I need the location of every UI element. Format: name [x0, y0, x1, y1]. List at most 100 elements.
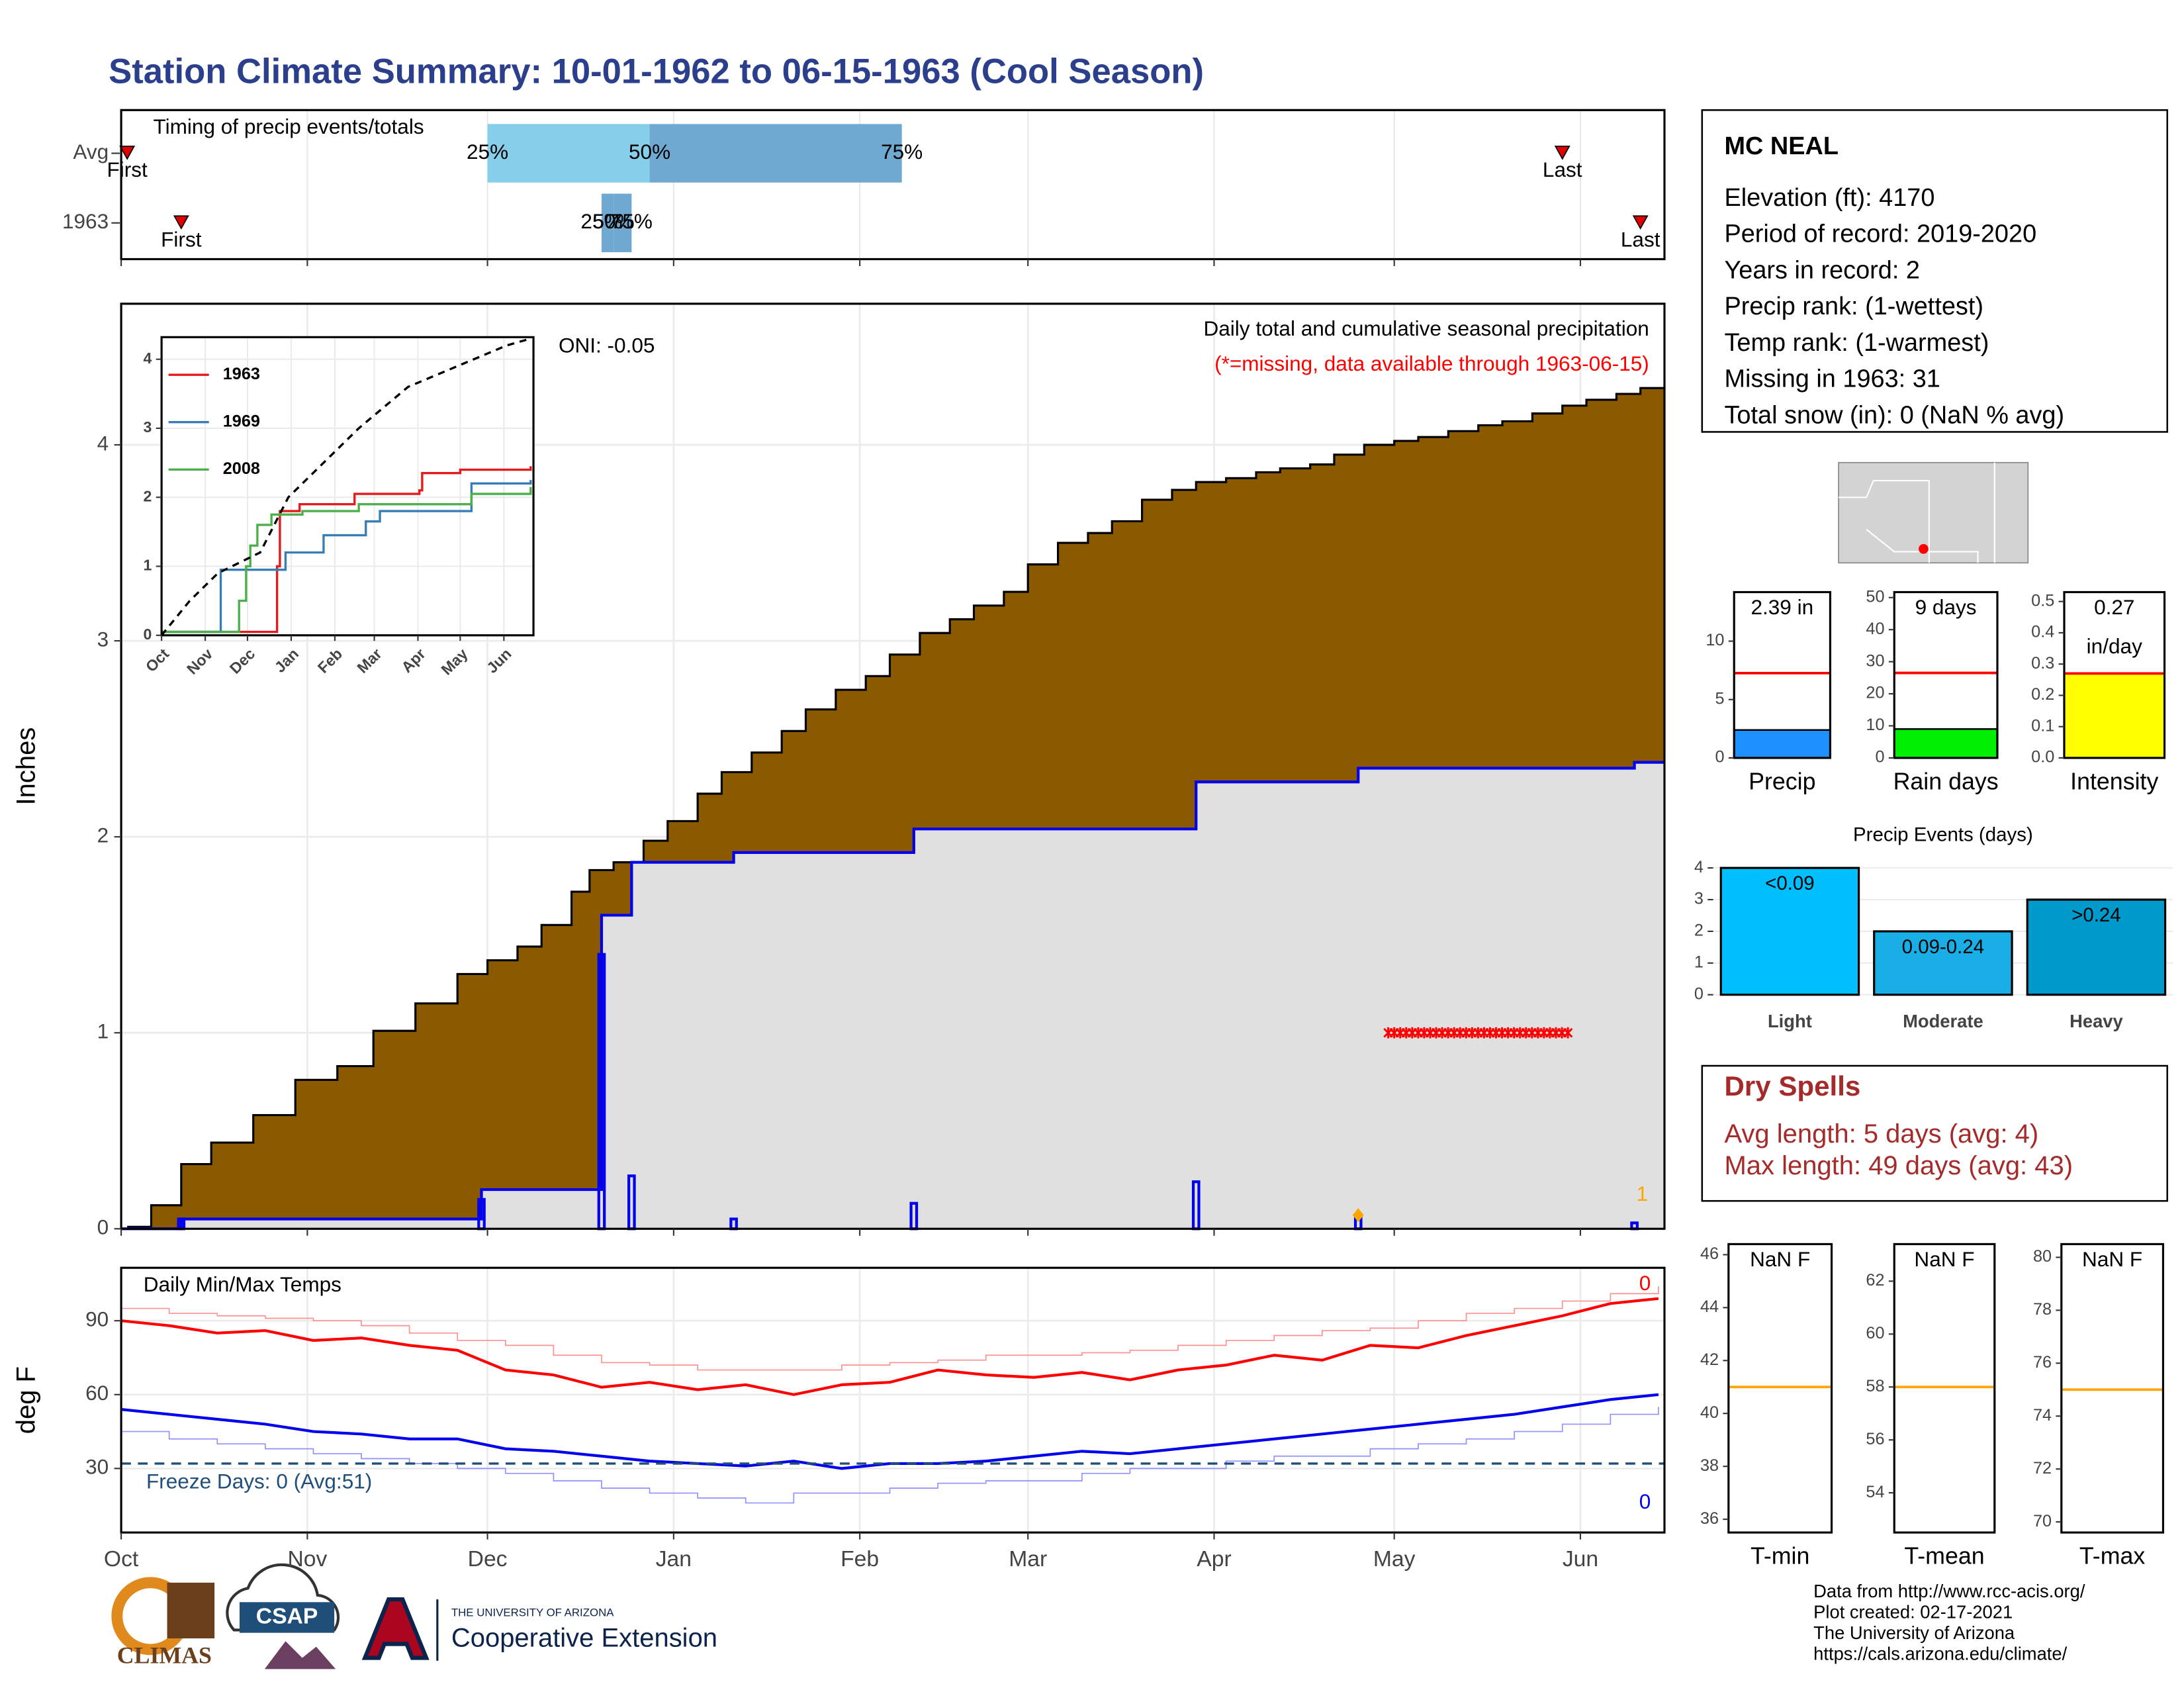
y-tick-label: 44: [1700, 1297, 1719, 1316]
y-axis-title: Inches: [12, 727, 41, 806]
station-line: Total snow (in): 0 (NaN % avg): [1724, 401, 2064, 429]
station-line: Temp rank: (1-warmest): [1724, 329, 1989, 357]
precip-subtitle: Daily total and cumulative seasonal prec…: [1203, 316, 1649, 340]
y-tick-label: 0: [1875, 748, 1884, 767]
max-count: 0: [1639, 1271, 1651, 1295]
logo-shape: [167, 1582, 215, 1639]
station-line: Elevation (ft): 4170: [1724, 184, 1934, 212]
gauge-bar: [1893, 728, 1999, 759]
y-tick-label: 2: [144, 487, 152, 504]
events-title: Precip Events (days): [1853, 824, 2033, 846]
y-tick-label: 0: [97, 1215, 109, 1239]
y-tick-label: 0: [1715, 748, 1724, 767]
gauge-background: [1894, 1244, 1995, 1533]
y-tick-label: 5: [1715, 689, 1724, 708]
station-line: Period of record: 2019-2020: [1724, 220, 2036, 248]
quartile-bar: [487, 124, 650, 183]
y-tick-label: 4: [97, 431, 109, 455]
bin-label: >0.24: [2071, 904, 2121, 926]
bin-label: <0.09: [1765, 872, 1815, 894]
temp-line: [120, 1297, 1659, 1396]
main-title: Station Climate Summary: 10-01-1962 to 0…: [109, 52, 1204, 91]
bar: [2026, 898, 2167, 996]
y-tick-label: 2: [97, 823, 109, 847]
bar: [1873, 930, 2013, 996]
logos: CLIMAS CSAP THE UNIVERSITY OF ARIZONA Co…: [111, 1563, 717, 1669]
y-tick-label: 3: [144, 418, 152, 436]
y-tick-label: 0.4: [2031, 623, 2054, 641]
gauge-frame: [2063, 590, 2166, 759]
y-tick-label: 30: [1866, 651, 1884, 670]
gauge-label: T-mean: [1904, 1542, 1984, 1569]
gauge-frame: [1893, 590, 1999, 759]
y-tick-label: 76: [2033, 1353, 2052, 1372]
y-tick-label: 80: [2033, 1247, 2052, 1266]
gauge-frame: [2060, 1243, 2165, 1534]
event-label: Last: [1543, 158, 1582, 181]
y-tick-label: 38: [1700, 1456, 1719, 1475]
x-tick-label: Jan: [656, 1547, 692, 1571]
plot-frame: [120, 303, 1666, 1230]
y-tick-label: 0.3: [2031, 654, 2054, 673]
season-line: [121, 761, 1664, 1231]
x-tick-label: May: [1373, 1547, 1416, 1571]
y-tick-label: 78: [2033, 1300, 2052, 1319]
temp-line: [120, 1393, 1659, 1470]
event-marker: [1554, 146, 1570, 160]
y-tick-label: 42: [1700, 1350, 1719, 1369]
y-axis-title: deg F: [12, 1366, 41, 1434]
event-label: First: [161, 227, 202, 251]
gauge-value-label: 2.39 in: [1751, 595, 1813, 619]
y-tick-label: 90: [85, 1307, 109, 1331]
gauge-frame: [1733, 590, 1832, 759]
y-tick-label: 60: [1866, 1324, 1884, 1342]
quartile-label: 75%: [881, 140, 923, 164]
gauge-value-label: 0.27: [2094, 595, 2134, 619]
y-tick-label: 72: [2033, 1459, 2052, 1477]
quartile-bar: [614, 193, 632, 252]
y-tick-label: 50: [1866, 587, 1884, 606]
y-tick-label: 70: [2033, 1512, 2052, 1530]
y-tick-label: 60: [85, 1381, 109, 1405]
event-marker: [119, 146, 136, 160]
season-area: [121, 762, 1664, 1229]
gauge-label: T-min: [1751, 1542, 1809, 1569]
average-temp-line: [121, 1407, 1659, 1504]
station-line: Missing in 1963: 31: [1724, 365, 1940, 393]
footer-line: The University of Arizona: [1813, 1622, 2015, 1643]
gauge-value-label: NaN F: [1750, 1247, 1810, 1271]
station-dot: [1919, 543, 1929, 554]
logo-text: CLIMAS: [117, 1642, 212, 1669]
logo-text: CSAP: [256, 1604, 318, 1628]
y-tick-label: 54: [1866, 1483, 1884, 1501]
y-tick-label: 30: [85, 1455, 109, 1479]
y-tick-label: 4: [144, 350, 152, 367]
gauge-background: [1728, 1244, 1832, 1533]
quartile-label: 25%: [467, 140, 508, 164]
y-tick-label: 2: [1694, 921, 1704, 940]
gauge-background: [2061, 1244, 2163, 1533]
event-label: Last: [1621, 227, 1661, 251]
gauge-value-label: NaN F: [1914, 1247, 1974, 1271]
event-label: First: [107, 158, 148, 181]
quartile-bar: [601, 193, 614, 252]
y-tick-label: 10: [1866, 716, 1884, 734]
y-tick-label: 0.2: [2031, 685, 2054, 704]
gauge-bar: [2063, 673, 2165, 759]
average-temp-line: [121, 1286, 1659, 1371]
year-line: [161, 466, 532, 633]
gauge-label: T-max: [2079, 1542, 2145, 1569]
timing-title: Timing of precip events/totals: [154, 115, 424, 138]
x-tick-label: Feb: [841, 1547, 879, 1571]
footer-line: https://cals.arizona.edu/climate/: [1813, 1644, 2067, 1664]
x-tick-label: Heavy: [2070, 1011, 2123, 1031]
quartile-bar: [649, 124, 902, 183]
dry-spell-line: Avg length: 5 days (avg: 4): [1724, 1119, 2038, 1149]
x-tick-label: Oct: [104, 1547, 139, 1571]
quartile-label: 50%: [629, 140, 670, 164]
logo-shape: [239, 1602, 335, 1633]
gauge-value-label: NaN F: [2082, 1247, 2142, 1271]
missing-marks: [1383, 1027, 1573, 1039]
y-tick-label: 0.0: [2031, 748, 2054, 767]
inset-background: [161, 337, 534, 635]
